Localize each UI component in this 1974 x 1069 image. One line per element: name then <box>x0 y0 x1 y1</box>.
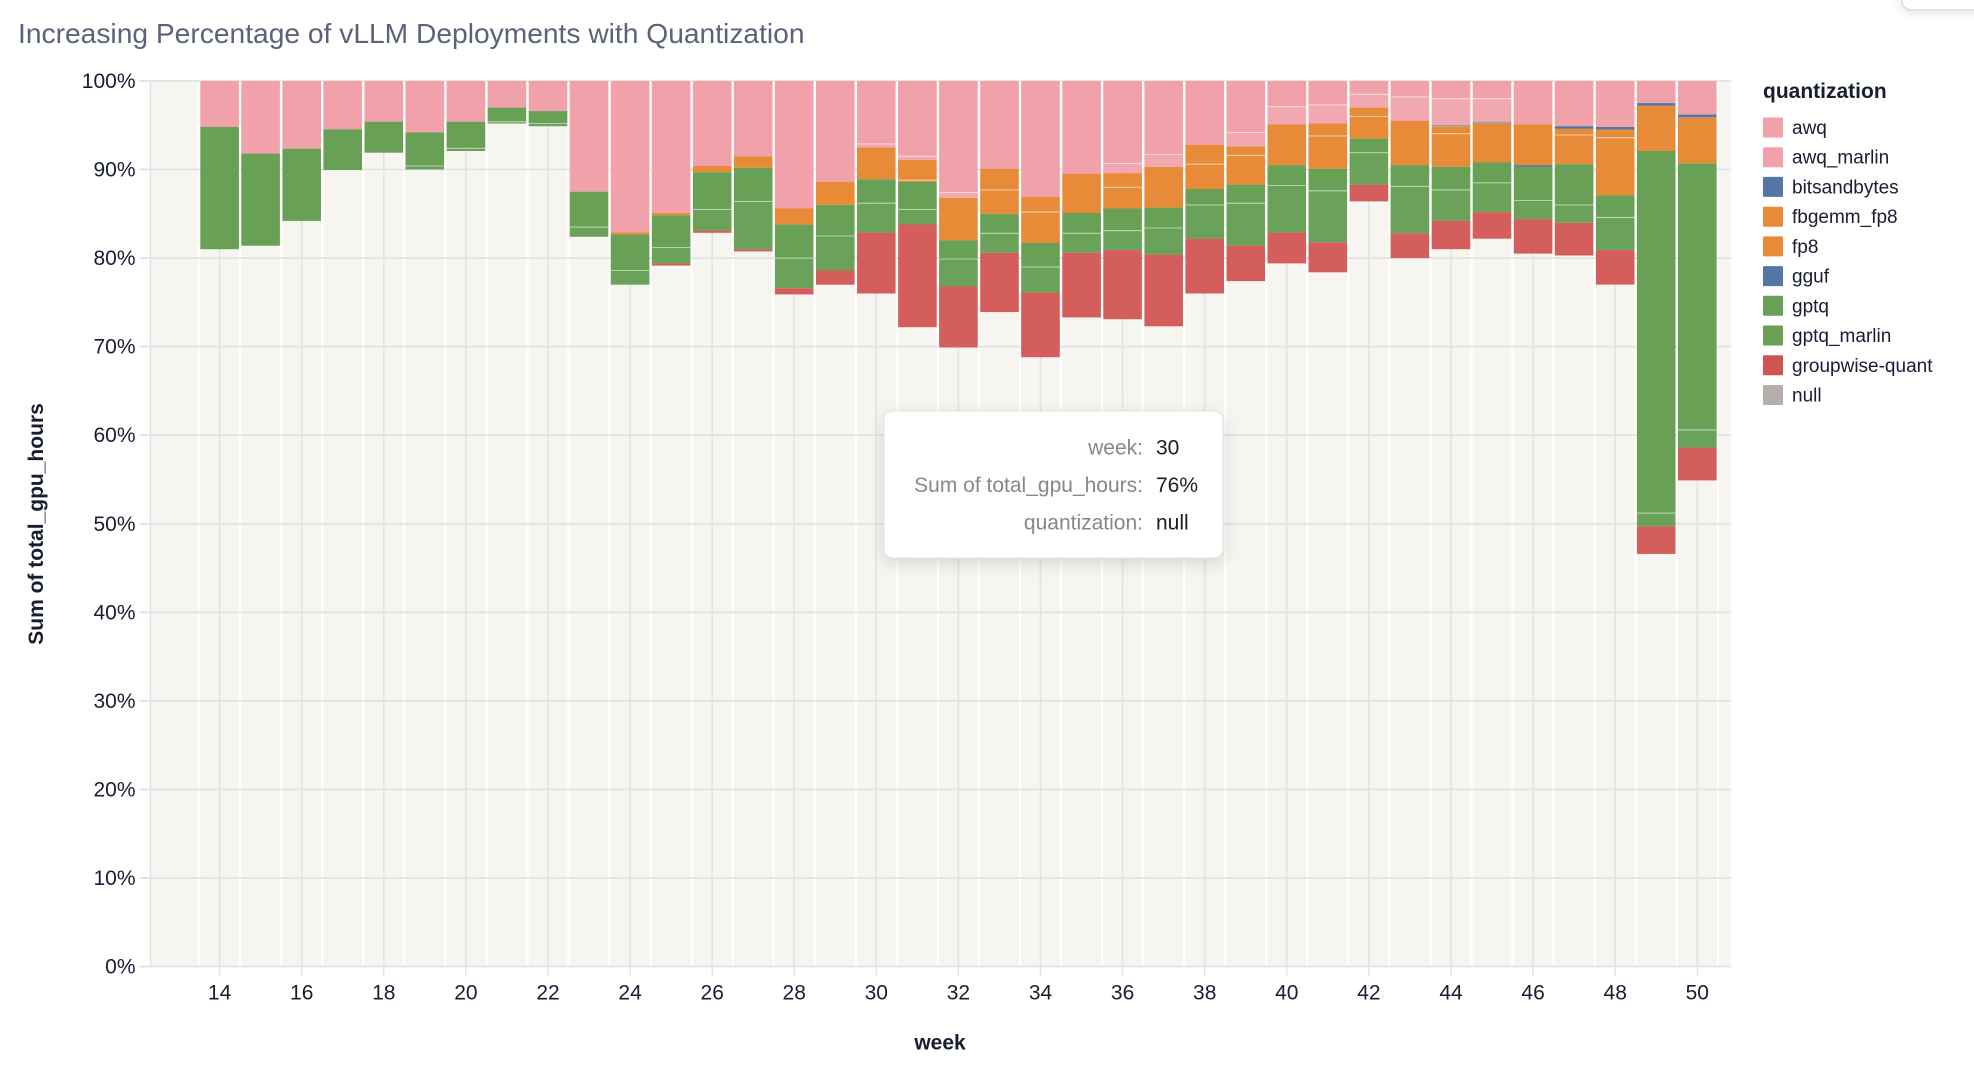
svg-text:76%: 76% <box>1156 474 1198 497</box>
svg-text:80%: 80% <box>93 247 135 270</box>
svg-text:24: 24 <box>618 982 642 1005</box>
svg-text:awq_marlin: awq_marlin <box>1792 148 1889 169</box>
svg-text:40: 40 <box>1275 982 1298 1005</box>
svg-text:30: 30 <box>865 982 888 1005</box>
svg-text:gptq: gptq <box>1792 296 1829 317</box>
svg-text:30%: 30% <box>93 690 135 713</box>
svg-text:70%: 70% <box>93 336 135 359</box>
svg-text:quantization: quantization <box>1763 80 1887 103</box>
svg-text:Sum of total_gpu_hours: Sum of total_gpu_hours <box>25 403 48 645</box>
svg-text:28: 28 <box>783 982 806 1005</box>
svg-text:30: 30 <box>1156 437 1179 460</box>
svg-text:42: 42 <box>1357 982 1380 1005</box>
svg-text:90%: 90% <box>93 159 135 182</box>
svg-text:quantization:: quantization: <box>1024 511 1143 534</box>
svg-text:Sum of total_gpu_hours:: Sum of total_gpu_hours: <box>914 474 1143 497</box>
svg-text:awq: awq <box>1792 118 1827 139</box>
svg-text:46: 46 <box>1521 982 1544 1005</box>
svg-text:40%: 40% <box>93 601 135 624</box>
svg-text:null: null <box>1792 386 1822 407</box>
svg-text:48: 48 <box>1604 982 1627 1005</box>
svg-text:0%: 0% <box>105 956 135 979</box>
svg-text:34: 34 <box>1029 982 1053 1005</box>
svg-text:gguf: gguf <box>1792 267 1830 288</box>
svg-text:14: 14 <box>208 982 232 1005</box>
svg-text:bitsandbytes: bitsandbytes <box>1792 177 1899 198</box>
svg-text:100%: 100% <box>82 70 136 93</box>
svg-text:22: 22 <box>536 982 559 1005</box>
svg-text:week: week <box>913 1032 966 1055</box>
svg-text:50%: 50% <box>93 513 135 536</box>
svg-text:50: 50 <box>1686 982 1709 1005</box>
svg-text:44: 44 <box>1439 982 1463 1005</box>
svg-text:fp8: fp8 <box>1792 237 1818 258</box>
svg-text:18: 18 <box>372 982 395 1005</box>
svg-text:60%: 60% <box>93 424 135 447</box>
svg-text:week:: week: <box>1087 437 1143 460</box>
svg-text:38: 38 <box>1193 982 1216 1005</box>
svg-text:groupwise-quant: groupwise-quant <box>1792 356 1933 377</box>
svg-text:16: 16 <box>290 982 313 1005</box>
svg-text:fbgemm_fp8: fbgemm_fp8 <box>1792 207 1898 228</box>
svg-text:Increasing Percentage of vLLM: Increasing Percentage of vLLM Deployment… <box>18 17 805 49</box>
svg-text:gptq_marlin: gptq_marlin <box>1792 326 1891 347</box>
svg-text:26: 26 <box>701 982 724 1005</box>
svg-text:null: null <box>1156 511 1189 534</box>
svg-text:10%: 10% <box>93 867 135 890</box>
svg-text:36: 36 <box>1111 982 1134 1005</box>
svg-text:32: 32 <box>947 982 970 1005</box>
svg-text:20%: 20% <box>93 778 135 801</box>
svg-text:20: 20 <box>454 982 477 1005</box>
